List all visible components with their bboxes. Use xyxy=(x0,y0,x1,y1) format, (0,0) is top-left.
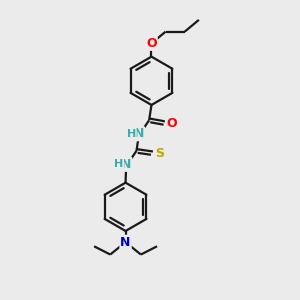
Text: H: H xyxy=(114,159,123,170)
Text: N: N xyxy=(120,236,131,249)
Text: O: O xyxy=(146,37,157,50)
Text: S: S xyxy=(154,147,164,160)
Text: N: N xyxy=(121,158,131,171)
Text: O: O xyxy=(166,117,176,130)
Text: H: H xyxy=(127,129,136,139)
Text: N: N xyxy=(134,127,144,140)
